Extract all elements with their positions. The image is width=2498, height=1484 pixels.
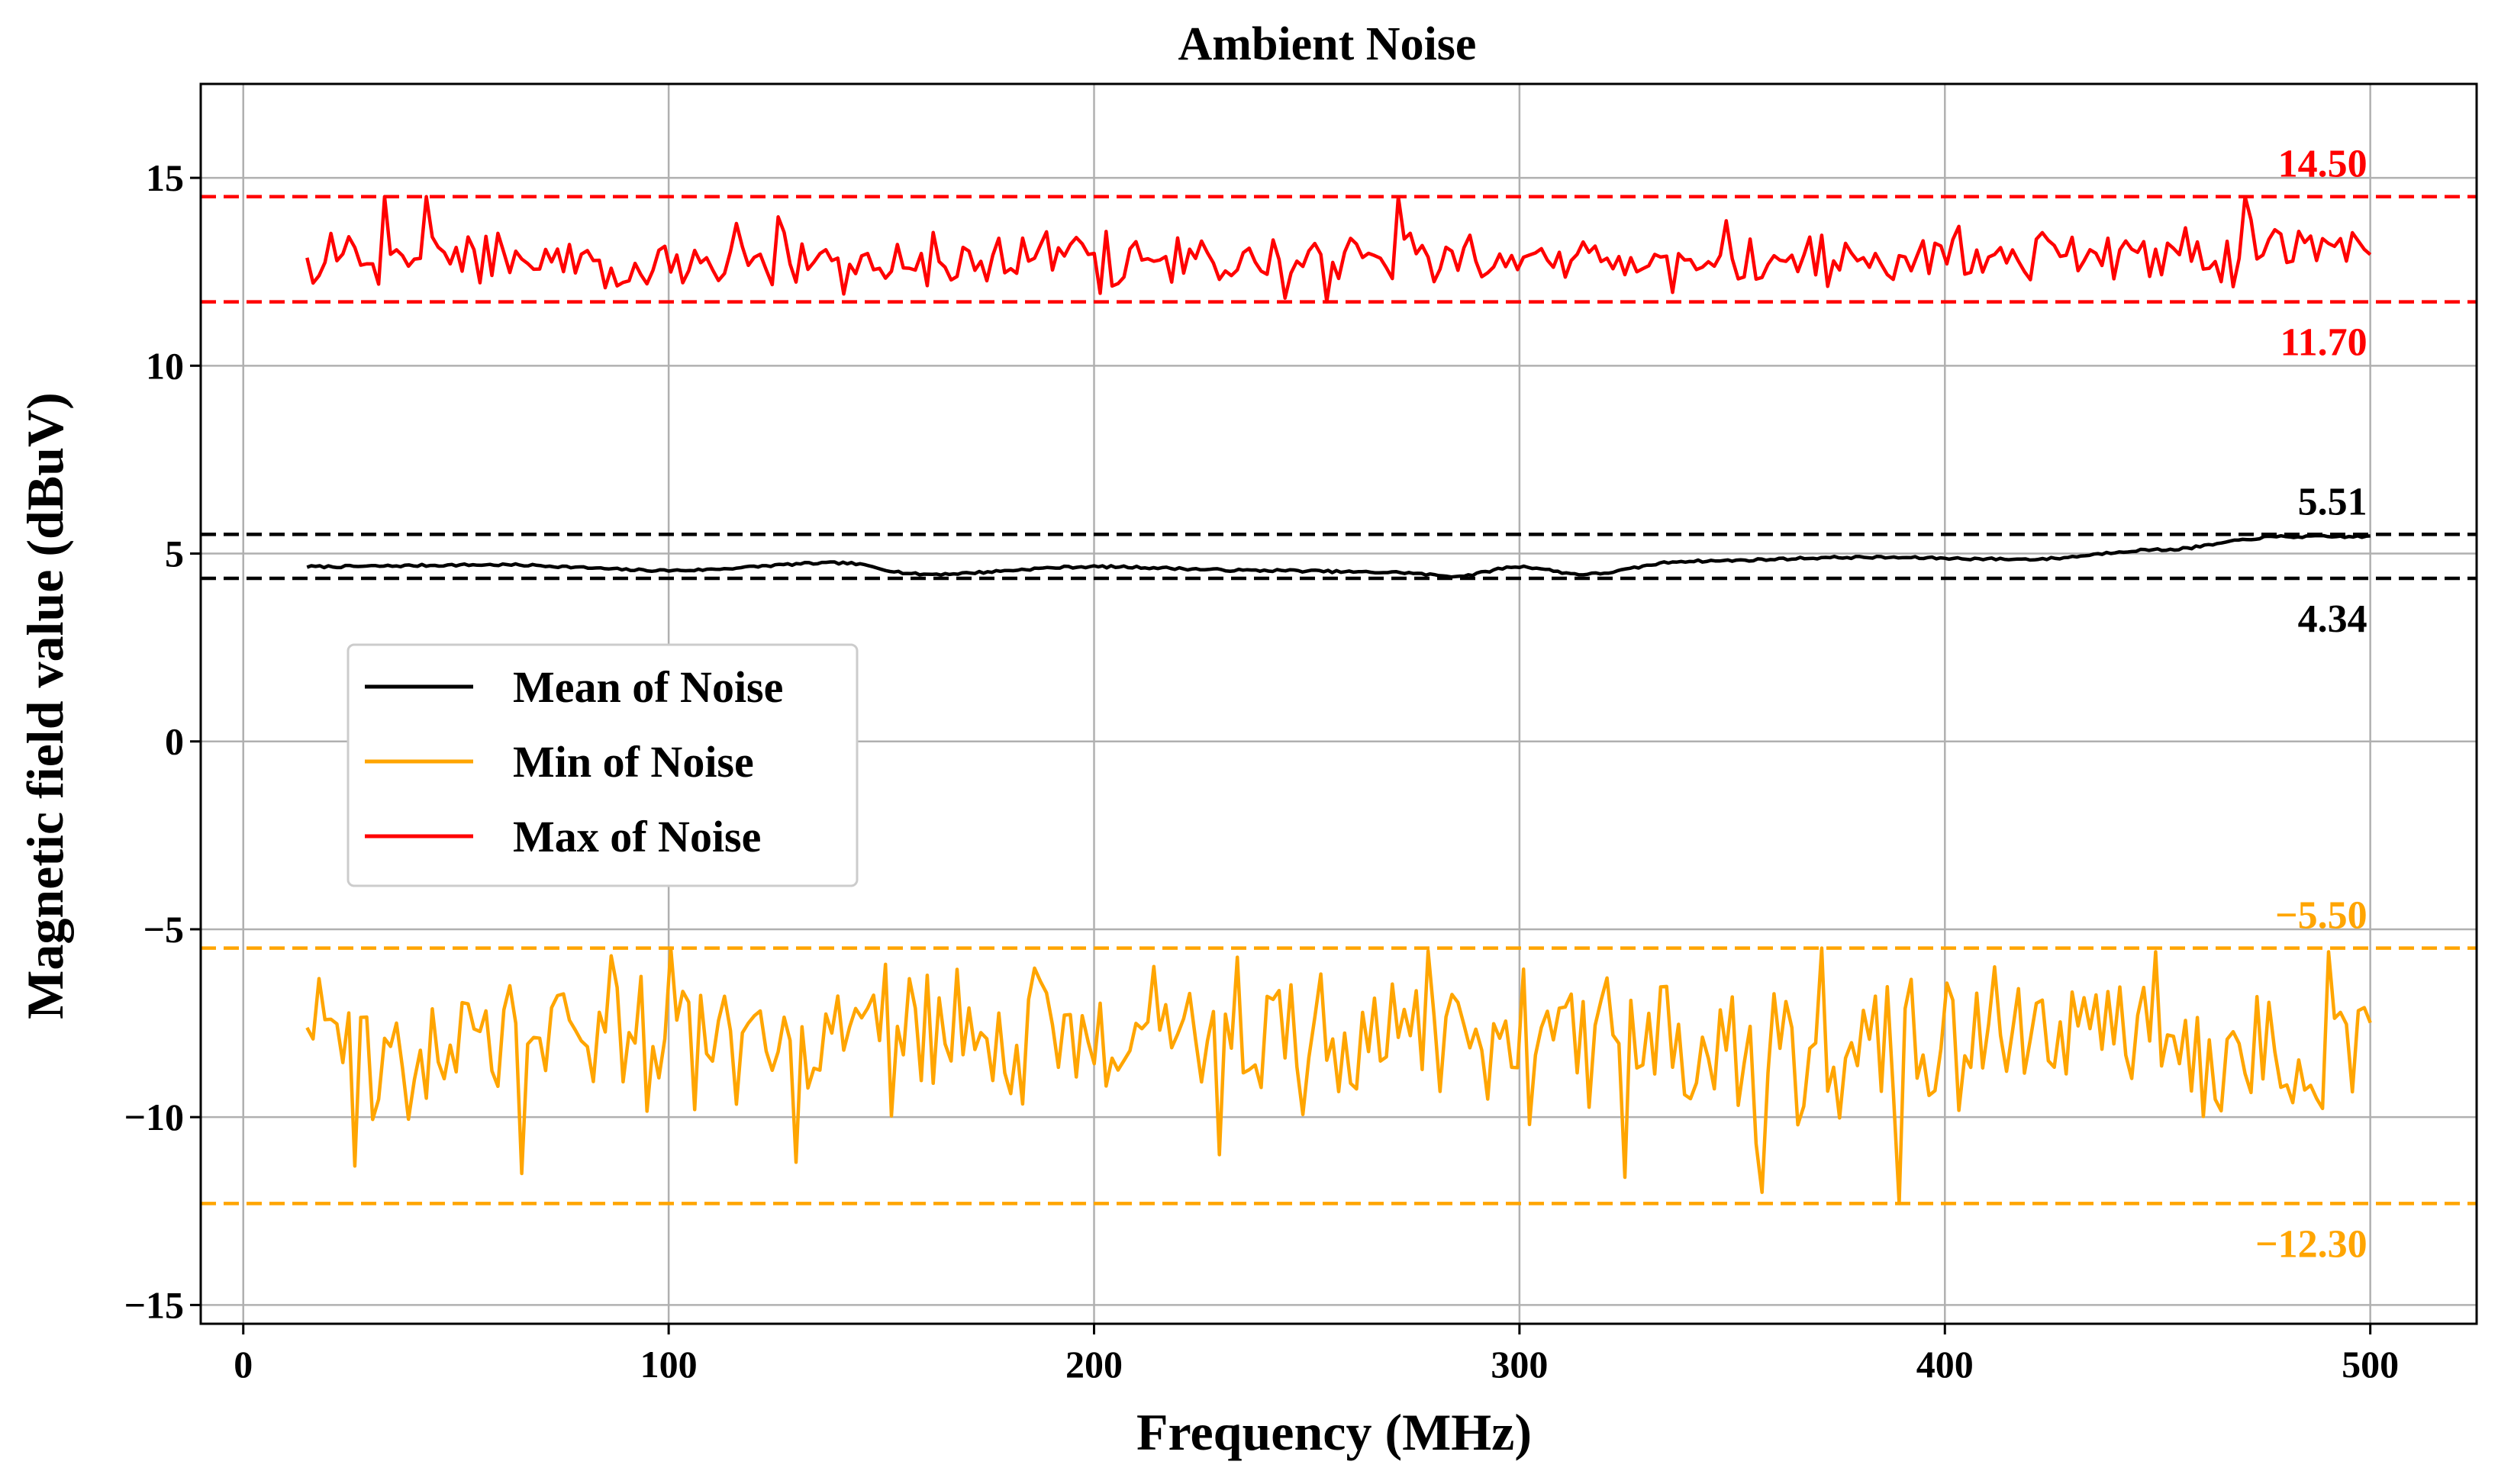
plot-area <box>199 82 2478 1325</box>
y-tick-label: −10 <box>124 1096 185 1138</box>
chart-title: Ambient Noise <box>1178 18 1477 70</box>
reference-label: 4.34 <box>2298 597 2367 641</box>
plot-frame <box>199 82 2478 1325</box>
series-line-max-of-noise <box>305 195 2372 304</box>
y-tick-label: −5 <box>143 908 185 951</box>
x-tick-label: 200 <box>1065 1343 1123 1386</box>
y-tick-label: 0 <box>165 720 184 763</box>
x-tick-label: 100 <box>640 1343 698 1386</box>
reference-label: 5.51 <box>2298 480 2367 523</box>
legend-entry: Max of Noise <box>513 812 761 861</box>
y-tick-label: 15 <box>146 156 184 199</box>
x-tick-label: 400 <box>1916 1343 1974 1386</box>
reference-label: 11.70 <box>2280 321 2367 365</box>
y-axis-label: Magnetic field value (dBuV) <box>16 392 74 1019</box>
series-lines <box>305 195 2372 1206</box>
y-tick-label: −15 <box>124 1283 185 1326</box>
y-tick-label: 5 <box>165 533 184 575</box>
reference-lines <box>201 195 2477 1206</box>
y-tick-label: 10 <box>146 344 184 387</box>
legend-entry: Mean of Noise <box>513 662 783 712</box>
x-tick-label: 0 <box>234 1343 253 1386</box>
series-line-mean-of-noise <box>306 533 2371 579</box>
x-tick-label: 300 <box>1491 1343 1548 1386</box>
legend-box <box>346 643 859 887</box>
reference-label: −12.30 <box>2255 1222 2367 1266</box>
x-axis-ticks: 0 100 200 300 400 500 <box>234 1324 2399 1386</box>
x-tick-label: 500 <box>2342 1343 2399 1386</box>
reference-labels: 14.50 11.70 5.51 4.34 −5.50 −12.30 <box>2255 143 2367 1267</box>
series-line-min-of-noise <box>305 946 2372 1206</box>
legend: Mean of Noise Min of Noise Max of Noise <box>346 643 859 887</box>
reference-label: −5.50 <box>2275 894 2367 938</box>
y-axis-ticks: −15 −10 −5 0 5 10 15 <box>124 156 201 1326</box>
x-axis-label: Frequency (MHz) <box>1136 1403 1532 1461</box>
legend-entry: Min of Noise <box>513 737 754 787</box>
reference-label: 14.50 <box>2278 143 2367 186</box>
